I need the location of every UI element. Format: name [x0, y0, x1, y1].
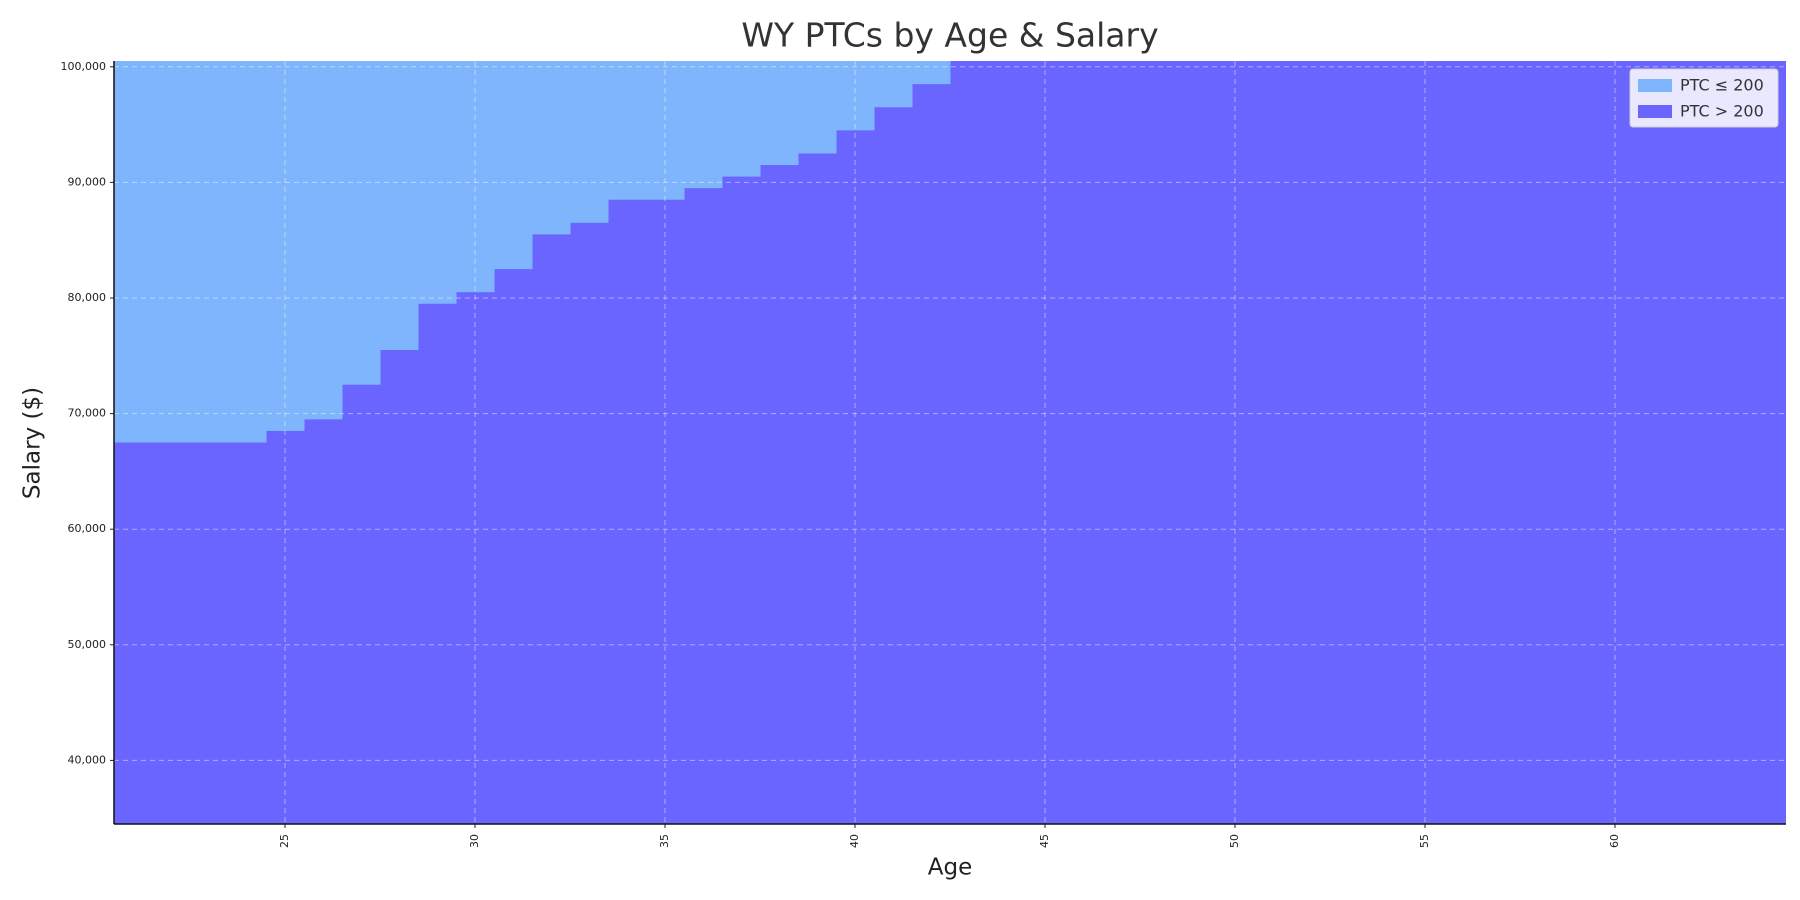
x-tick-label: 40 — [848, 834, 861, 848]
legend-swatch — [1638, 79, 1672, 92]
region-below — [228, 61, 267, 443]
region-below — [608, 61, 647, 200]
y-tick-label: 70,000 — [68, 407, 107, 420]
region-below — [722, 61, 761, 177]
x-tick-label: 45 — [1038, 834, 1051, 848]
region-below — [874, 61, 913, 108]
region-below — [342, 61, 381, 385]
region-below — [380, 61, 419, 351]
region-below — [570, 61, 609, 223]
legend-label: PTC ≤ 200 — [1680, 76, 1764, 95]
y-tick-label: 50,000 — [68, 638, 107, 651]
y-tick-label: 40,000 — [68, 753, 107, 766]
region-below — [114, 61, 153, 443]
region-below — [684, 61, 723, 189]
region-below — [304, 61, 343, 420]
region-below — [912, 61, 951, 85]
region-below — [456, 61, 495, 293]
region-below — [798, 61, 837, 154]
y-tick-label: 80,000 — [68, 291, 107, 304]
y-axis-label: Salary ($) — [20, 387, 46, 499]
y-tick-label: 60,000 — [68, 522, 107, 535]
region-below — [494, 61, 533, 270]
x-tick-label: 55 — [1418, 834, 1431, 848]
region-below — [152, 61, 191, 443]
x-axis-label: Age — [928, 855, 972, 881]
y-tick-label: 100,000 — [61, 60, 107, 73]
region-below — [418, 61, 457, 304]
x-tick-label: 60 — [1608, 834, 1621, 848]
x-tick-label: 25 — [278, 834, 291, 848]
legend-label: PTC > 200 — [1680, 102, 1764, 121]
region-below — [266, 61, 305, 431]
legend-swatch — [1638, 105, 1672, 118]
region-below — [646, 61, 685, 200]
y-tick-label: 90,000 — [68, 175, 107, 188]
region-below — [532, 61, 571, 235]
region-below — [760, 61, 799, 166]
x-tick-label: 50 — [1228, 834, 1241, 848]
x-tick-label: 35 — [658, 834, 671, 848]
region-below — [836, 61, 875, 131]
x-tick-label: 30 — [468, 834, 481, 848]
chart-title: WY PTCs by Age & Salary — [741, 16, 1158, 55]
region-below — [190, 61, 229, 443]
